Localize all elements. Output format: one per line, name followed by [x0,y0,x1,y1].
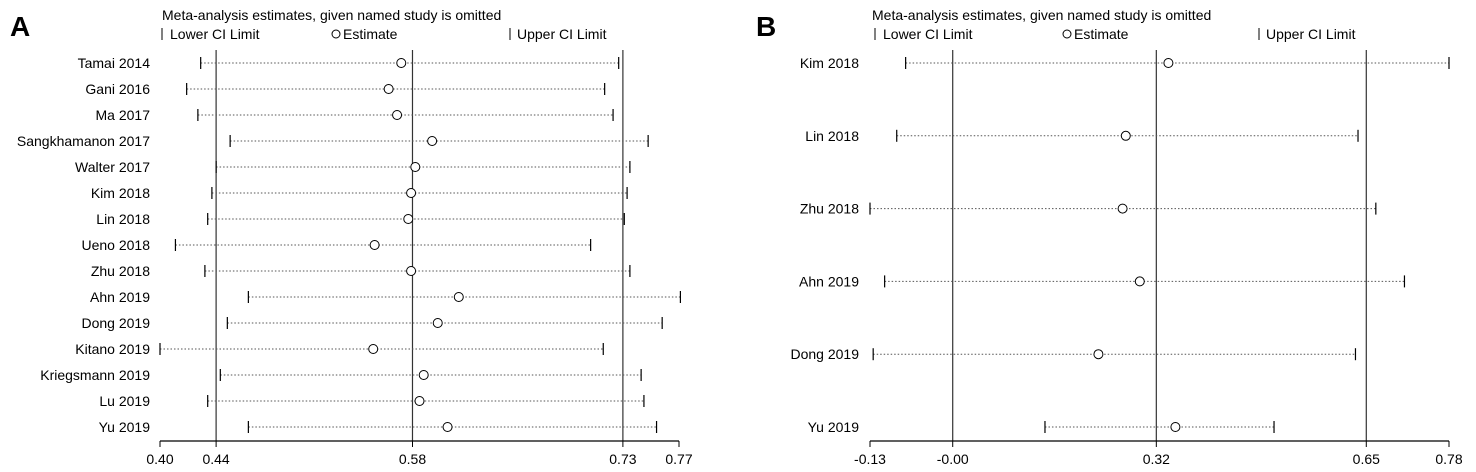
study-label-a-6: Lin 2018 [96,211,150,227]
estimate-marker-b-3 [1134,276,1145,287]
legend-a: Lower CI Limit Estimate Upper CI Limit [161,26,607,42]
estimate-marker-a-3 [427,136,438,146]
study-label-a-13: Lu 2019 [99,393,150,409]
study-label-a-5: Kim 2018 [91,185,150,201]
study-label-a-7: Ueno 2018 [81,237,150,253]
x-tick-label-a-3: 0.73 [609,451,636,467]
x-tick-label-a-1: 0.44 [202,451,229,467]
estimate-marker-a-14 [442,422,453,432]
estimate-marker-b-0 [1163,58,1174,68]
panel-label-a: A [10,11,30,42]
estimate-marker-a-9 [453,292,464,302]
estimate-marker-a-7 [369,240,380,250]
plot-area-b: -0.13 -0.00 0.32 0.65 0.78 Kim 2018 Lin 2018 Zh… [790,50,1463,467]
study-label-b-4: Dong 2019 [790,346,859,362]
title-a: Meta-analysis estimates, given named stu… [162,7,501,23]
estimate-marker-a-4 [410,162,421,172]
estimate-marker-a-13 [414,396,425,406]
x-tick-label-a-0: 0.40 [146,451,173,467]
x-tick-label-b-2: 0.32 [1143,451,1170,467]
estimate-marker-a-10 [432,318,443,328]
study-label-a-3: Sangkhamanon 2017 [17,133,150,149]
study-label-a-1: Gani 2016 [85,81,150,97]
study-label-a-8: Zhu 2018 [91,263,150,279]
study-label-a-4: Walter 2017 [75,159,150,175]
legend-b: Lower CI Limit Estimate Upper CI Limit [874,26,1356,42]
estimate-marker-a-8 [406,266,417,276]
x-tick-label-b-1: -0.00 [937,451,969,467]
estimate-marker-a-0 [396,58,407,68]
x-tick-label-b-3: 0.65 [1353,451,1380,467]
study-label-b-2: Zhu 2018 [800,201,859,217]
legend-lower-b: Lower CI Limit [883,26,973,42]
study-label-a-12: Kriegsmann 2019 [40,367,150,383]
plot-area-a: 0.40 0.44 0.58 0.73 0.77 Tamai 2014 Gani 2016 M… [17,50,693,467]
legend-estimate-marker-b [1062,29,1072,39]
x-tick-label-b-0: -0.13 [854,451,886,467]
study-label-b-3: Ahn 2019 [799,273,859,289]
legend-upper-a: Upper CI Limit [517,26,607,42]
estimate-marker-a-6 [403,214,414,224]
estimate-marker-a-1 [383,84,394,94]
estimate-marker-a-5 [406,188,417,198]
legend-upper-b: Upper CI Limit [1266,26,1356,42]
estimate-marker-a-11 [368,344,379,354]
x-tick-label-a-4: 0.77 [665,451,692,467]
estimate-marker-b-4 [1093,349,1104,360]
estimate-marker-a-2 [392,110,403,120]
legend-lower-a: Lower CI Limit [170,26,260,42]
study-label-a-10: Dong 2019 [81,315,150,331]
study-label-b-1: Lin 2018 [805,128,859,144]
study-label-a-0: Tamai 2014 [78,55,151,71]
legend-estimate-marker-a [331,29,341,39]
estimate-marker-b-5 [1170,422,1181,432]
legend-estimate-b: Estimate [1074,26,1129,42]
x-tick-label-a-2: 0.58 [399,451,426,467]
legend-estimate-a: Estimate [343,26,398,42]
study-label-a-11: Kitano 2019 [75,341,150,357]
study-label-a-2: Ma 2017 [96,107,151,123]
x-tick-label-b-4: 0.78 [1435,451,1462,467]
panel-label-b: B [756,11,776,42]
study-label-a-14: Yu 2019 [99,419,151,435]
estimate-marker-b-1 [1120,130,1131,141]
estimate-marker-b-2 [1117,203,1128,214]
title-b: Meta-analysis estimates, given named stu… [872,7,1211,23]
estimate-marker-a-12 [418,370,429,380]
study-label-b-0: Kim 2018 [800,55,859,71]
study-label-b-5: Yu 2019 [808,419,860,435]
study-label-a-9: Ahn 2019 [90,289,150,305]
